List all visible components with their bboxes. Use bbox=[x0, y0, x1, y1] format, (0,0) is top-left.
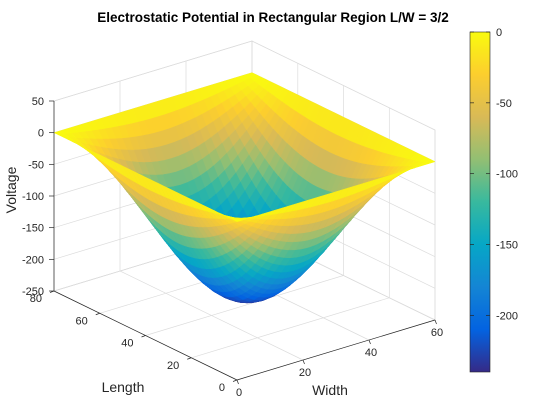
z-tick-label: -150 bbox=[22, 223, 44, 235]
colorbar-tick-label: 0 bbox=[496, 27, 502, 39]
x-tick-label: 0 bbox=[236, 387, 242, 399]
z-tick-label: -50 bbox=[28, 159, 44, 171]
x-tick-mark bbox=[237, 380, 239, 384]
x-tick-label: 60 bbox=[431, 327, 443, 339]
y-tick-label: 40 bbox=[121, 338, 133, 350]
x-tick-mark bbox=[303, 360, 305, 364]
x-tick-mark bbox=[435, 320, 437, 324]
colorbar-tick-label: -200 bbox=[496, 310, 518, 322]
z-tick-label: 50 bbox=[32, 96, 44, 108]
y-tick-mark bbox=[187, 358, 191, 360]
colorbar-tick-label: -150 bbox=[496, 240, 518, 252]
y-tick-label: 60 bbox=[76, 315, 88, 327]
chart-title: Electrostatic Potential in Rectangular R… bbox=[97, 10, 448, 25]
z-tick-label: -250 bbox=[22, 286, 44, 298]
x-tick-mark bbox=[369, 340, 371, 344]
y-tick-label: 0 bbox=[219, 382, 225, 394]
z-tick-label: -100 bbox=[22, 191, 44, 203]
voltage-ticks: -250 -200 -150 -100 -50 0 50 bbox=[22, 96, 54, 298]
x-tick-label: 40 bbox=[365, 347, 377, 359]
colorbar-tick-label: -50 bbox=[496, 98, 512, 110]
colorbar: -200 -150 -100 -50 0 bbox=[470, 27, 518, 372]
x-tick-label: 20 bbox=[299, 367, 311, 379]
y-tick-label: 20 bbox=[167, 360, 179, 372]
y-tick-mark bbox=[142, 336, 146, 338]
z-tick-label: 0 bbox=[38, 128, 44, 140]
y-tick-mark bbox=[96, 313, 100, 315]
y-axis-label: Length bbox=[102, 379, 145, 395]
z-axis-label: Voltage bbox=[3, 166, 19, 213]
width-axis-line bbox=[237, 320, 435, 380]
y-tick-mark bbox=[233, 380, 237, 382]
colorbar-gradient bbox=[470, 32, 490, 372]
z-tick-label: -200 bbox=[22, 254, 44, 266]
x-axis-label: Width bbox=[312, 382, 348, 398]
colorbar-tick-label: -100 bbox=[496, 169, 518, 181]
